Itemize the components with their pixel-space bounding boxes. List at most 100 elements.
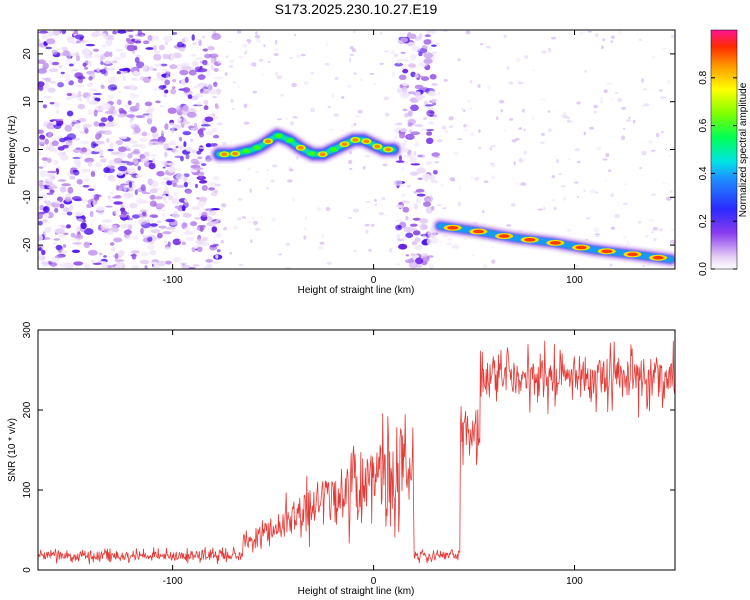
noise-speck — [583, 189, 586, 193]
noise-blob — [178, 47, 186, 52]
noise-blob — [427, 255, 434, 258]
noise-blob — [133, 94, 140, 99]
noise-speck — [467, 99, 472, 103]
noise-blob — [132, 235, 138, 240]
noise-blob — [113, 157, 123, 164]
noise-blob — [118, 107, 125, 114]
noise-blob — [414, 84, 424, 90]
noise-blob — [90, 31, 100, 38]
colorbar-ticks: 0.0 0.2 0.4 0.6 0.8 — [698, 70, 737, 276]
noise-speck — [602, 158, 608, 161]
noise-speck — [270, 179, 275, 183]
noise-blob — [45, 46, 53, 50]
noise-blob — [72, 242, 82, 245]
noise-speck — [232, 107, 235, 110]
noise-blob — [401, 82, 409, 87]
noise-speck — [440, 184, 445, 187]
noise-blob — [43, 96, 53, 98]
noise-blob — [69, 204, 74, 211]
noise-speck — [442, 207, 447, 209]
snr-series-line — [38, 340, 675, 565]
noise-speck — [583, 131, 586, 136]
noise-blob — [135, 174, 143, 178]
noise-blob — [62, 244, 67, 248]
noise-blob — [99, 149, 104, 156]
noise-blob — [178, 136, 183, 142]
noise-blob — [77, 78, 83, 84]
noise-blob — [142, 200, 147, 203]
noise-blob — [75, 55, 81, 62]
noise-blob — [423, 117, 428, 120]
noise-speck — [253, 220, 258, 226]
noise-blob — [76, 75, 86, 80]
noise-speck — [285, 242, 291, 246]
noise-blob — [81, 147, 87, 153]
noise-blob — [124, 229, 132, 235]
noise-speck — [317, 245, 324, 250]
noise-blob — [185, 154, 190, 160]
noise-blob — [123, 212, 130, 215]
noise-blob — [97, 33, 107, 36]
noise-blob — [141, 211, 147, 217]
chart-title: S173.2025.230.10.27.E19 — [275, 1, 438, 17]
noise-blob — [114, 209, 120, 216]
noise-blob — [111, 115, 116, 118]
noise-speck — [277, 118, 282, 121]
noise-blob — [110, 151, 120, 155]
noise-blob — [420, 76, 430, 81]
noise-speck — [548, 128, 552, 132]
noise-speck — [498, 100, 505, 104]
noise-blob — [185, 189, 192, 194]
noise-blob — [115, 49, 125, 52]
noise-blob — [426, 137, 434, 144]
noise-blob — [204, 116, 214, 122]
noise-blob — [398, 74, 407, 81]
noise-blob — [38, 151, 42, 157]
noise-blob — [105, 138, 110, 143]
noise-speck — [227, 40, 233, 43]
noise-blob — [49, 189, 55, 194]
noise-speck — [518, 81, 524, 85]
noise-blob — [150, 188, 158, 194]
x-tick-label: -100 — [163, 576, 183, 587]
noise-speck — [547, 47, 552, 53]
noise-blob — [112, 56, 123, 61]
noise-speck — [456, 138, 463, 141]
noise-speck — [437, 139, 442, 143]
noise-blob — [139, 209, 148, 213]
noise-blob — [112, 30, 117, 35]
noise-blob — [429, 100, 433, 103]
noise-speck — [303, 80, 309, 85]
noise-blob — [173, 191, 178, 197]
noise-speck — [650, 149, 656, 152]
noise-speck — [595, 33, 599, 38]
noise-blob — [213, 67, 219, 72]
noise-speck — [278, 253, 283, 256]
noise-blob — [78, 98, 83, 102]
noise-blob — [147, 76, 152, 79]
noise-speck — [289, 121, 294, 126]
noise-blob — [402, 206, 410, 213]
signal-hotspot-core — [297, 146, 304, 150]
noise-blob — [41, 249, 46, 256]
noise-speck — [374, 203, 378, 206]
noise-blob — [185, 147, 194, 152]
noise-blob — [148, 141, 154, 147]
noise-blob — [414, 91, 421, 96]
noise-blob — [208, 210, 217, 216]
noise-blob — [201, 35, 205, 39]
noise-blob — [57, 151, 67, 157]
noise-blob — [164, 41, 168, 46]
noise-blob — [84, 66, 89, 70]
noise-speck — [513, 161, 516, 166]
noise-blob — [188, 69, 197, 76]
noise-speck — [348, 57, 352, 63]
noise-blob — [131, 250, 140, 254]
noise-blob — [201, 185, 208, 191]
noise-speck — [637, 221, 642, 224]
noise-speck — [560, 185, 566, 188]
noise-speck — [608, 169, 612, 172]
noise-speck — [505, 224, 512, 227]
noise-speck — [236, 30, 242, 34]
noise-blob — [199, 180, 208, 184]
